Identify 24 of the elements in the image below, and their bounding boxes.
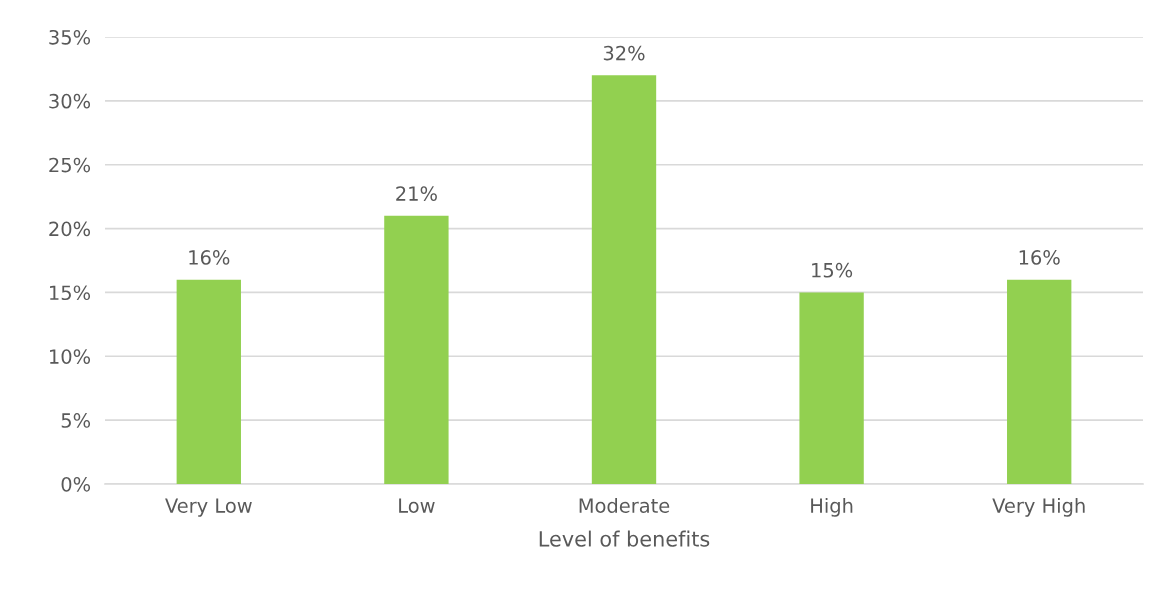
bar	[1007, 279, 1072, 484]
y-tick-label: 5%	[61, 413, 91, 428]
x-tick-label: Very High	[992, 497, 1085, 517]
y-tick-label: 15%	[50, 285, 91, 301]
y-tick-label: 25%	[49, 157, 91, 173]
x-tick-label: Moderate	[579, 497, 670, 513]
bar	[384, 215, 449, 484]
y-tick-label: 30%	[49, 93, 91, 109]
y-tick-label: 0%	[61, 476, 91, 492]
x-axis-title: Level of benefits	[539, 530, 710, 547]
data-label: 16%	[189, 250, 230, 265]
data-label: 32%	[603, 45, 645, 61]
bar	[799, 292, 864, 484]
bar	[591, 75, 657, 484]
data-label: 16%	[1019, 250, 1060, 265]
y-tick-label: 20%	[49, 221, 91, 237]
x-tick-label: High	[811, 497, 853, 517]
x-tick-label: Very Low	[165, 498, 252, 517]
y-tick-label: 35%	[49, 29, 91, 45]
data-label: 15%	[812, 262, 853, 278]
data-label: 21%	[396, 186, 437, 201]
bar	[176, 279, 241, 484]
y-tick-label: 10%	[50, 349, 91, 364]
x-tick-label: Low	[399, 498, 435, 513]
